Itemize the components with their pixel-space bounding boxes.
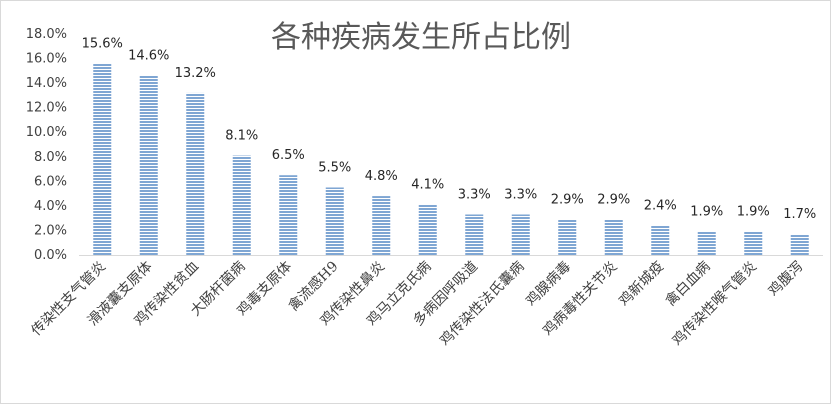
data-label: 14.6% — [128, 49, 169, 64]
data-label: 4.1% — [411, 178, 444, 193]
bar — [465, 214, 484, 255]
data-label: 5.5% — [318, 160, 351, 175]
y-tick-label: 4.0% — [34, 199, 67, 214]
data-label: 2.4% — [644, 199, 677, 214]
data-label: 8.1% — [225, 129, 258, 144]
y-tick-label: 16.0% — [26, 52, 67, 67]
y-tick-label: 8.0% — [34, 150, 67, 165]
bar — [372, 196, 391, 255]
y-tick-label: 18.0% — [26, 27, 67, 42]
data-label: 3.3% — [504, 187, 537, 202]
y-axis: 0.0% 2.0% 4.0% 6.0% 8.0% 10.0% 12.0% 14.0% 16.0%… — [26, 27, 67, 263]
y-tick-label: 2.0% — [34, 223, 67, 238]
data-labels: 15.6% 14.6% 13.2% 8.1% 6.5% 5.5% 4.8% 4.1% 3.3% 3… — [82, 36, 817, 222]
x-axis: 传染性支气管炎滑液囊支原体鸡传染性贫血大肠杆菌病鸡毒支原体禽流感H9鸡传染性鼻炎… — [28, 255, 823, 349]
x-tick-label: 鸡新城疫 — [615, 258, 667, 310]
y-tick-label: 14.0% — [26, 76, 67, 91]
bar — [418, 204, 437, 255]
data-label: 1.9% — [690, 205, 723, 220]
bar — [558, 219, 577, 255]
y-tick-label: 10.0% — [26, 125, 67, 140]
x-tick-label: 鸡传染性法氏囊病 — [436, 258, 527, 349]
data-label: 15.6% — [82, 36, 123, 51]
bar — [651, 225, 670, 255]
bar — [93, 63, 112, 255]
bar — [744, 231, 763, 255]
y-tick-label: 12.0% — [26, 101, 67, 116]
bar — [325, 187, 344, 255]
x-tick-label: 鸡腹泻 — [765, 258, 807, 300]
bar — [604, 219, 623, 255]
y-tick-label: 6.0% — [34, 174, 67, 189]
bar — [232, 155, 251, 255]
x-tick-label: 鸡传染性喉气管炎 — [669, 258, 760, 349]
data-label: 6.5% — [272, 148, 305, 163]
data-label: 4.8% — [365, 169, 398, 184]
chart-title: 各种疾病发生所占比例 — [271, 20, 571, 55]
data-label: 13.2% — [175, 66, 216, 81]
data-label: 1.7% — [783, 207, 816, 222]
data-label: 2.9% — [597, 192, 630, 207]
bar — [186, 92, 205, 255]
y-tick-label: 0.0% — [34, 248, 67, 263]
bar — [511, 214, 530, 255]
bar — [697, 231, 716, 255]
data-label: 2.9% — [551, 192, 584, 207]
bar — [790, 234, 809, 255]
data-label: 1.9% — [737, 205, 770, 220]
bar — [139, 75, 158, 255]
bars — [93, 63, 809, 255]
bar — [279, 175, 298, 255]
data-label: 3.3% — [458, 187, 491, 202]
